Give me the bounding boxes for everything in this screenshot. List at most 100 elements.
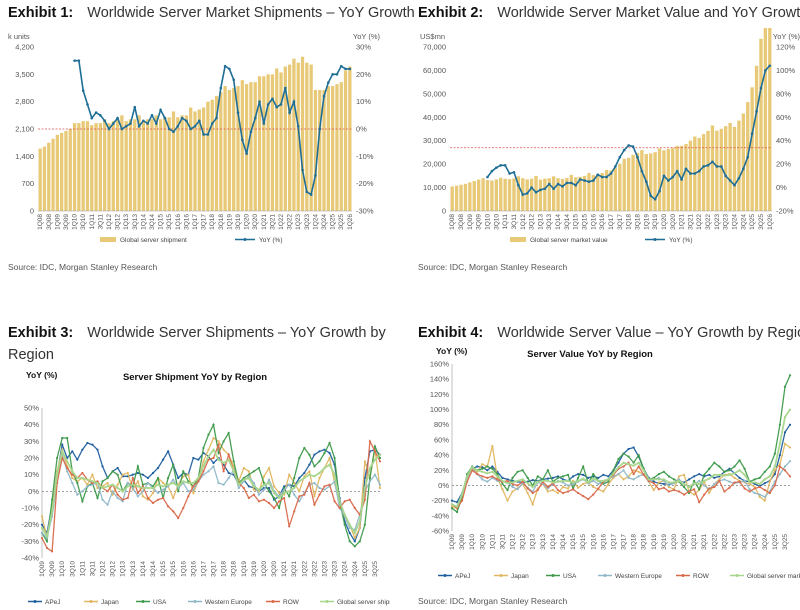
exhibit3-series-point-0 [308, 463, 311, 466]
exhibit3-series-point-4 [252, 493, 255, 496]
exhibit3-series-point-5 [106, 485, 109, 488]
exhibit4-series-point-5 [627, 463, 630, 466]
exhibit2-bar [657, 148, 662, 211]
exhibit1-bar [343, 70, 348, 211]
exhibit4-series-point-4 [582, 494, 585, 498]
exhibit4-series-point-0 [778, 453, 782, 457]
exhibit2-xtick: 1Q14 [555, 214, 562, 230]
exhibit3-series-point-1 [121, 473, 124, 476]
exhibit3-series-point-2 [111, 470, 114, 473]
exhibit1-right-tick: -10% [356, 152, 374, 161]
exhibit3-series-point-4 [197, 480, 200, 483]
exhibit1-xtick: 1Q11 [89, 214, 96, 230]
exhibit4-xtick: 3Q25 [782, 534, 789, 550]
exhibit1-yoy-point [339, 64, 343, 68]
exhibit3-series-point-1 [288, 473, 291, 476]
shipments-chart: k units YoY (%) 0 700 1,400 2,100 2,800 3,500 4,… [8, 32, 380, 244]
exhibit1-xtick: 1Q14 [140, 214, 147, 230]
exhibit3-series-point-4 [192, 485, 195, 488]
exhibit2-yoy-point [706, 164, 710, 167]
exhibit3-series-point-0 [161, 458, 165, 461]
exhibit3-series-point-1 [217, 440, 220, 443]
exhibit1-yoy-point [266, 103, 270, 106]
exhibit3-series-point-3 [71, 481, 74, 485]
exhibit2-bar [649, 153, 653, 211]
exhibit1-yoy-point [150, 114, 154, 117]
exhibit2-legend-line: YoY (%) [669, 237, 693, 244]
exhibit3-series-point-4 [247, 496, 250, 500]
exhibit4-series-point-1 [481, 463, 484, 466]
exhibit4-source: Source: IDC, Morgan Stanley Research [418, 596, 568, 606]
exhibit3-series-point-4 [202, 470, 205, 473]
exhibit4-series-point-4 [672, 488, 676, 492]
exhibit3-series-point-0 [40, 523, 44, 526]
exhibit1-left-tick: 0 [30, 207, 34, 216]
exhibit1-yoy-point [327, 81, 330, 84]
exhibit1-xtick: 1Q08 [37, 214, 44, 230]
exhibit4-y-tick: 60% [434, 435, 449, 444]
exhibit2-bar [450, 186, 454, 211]
exhibit2-yoy-point [675, 169, 679, 173]
exhibit4-series-point-3 [778, 472, 782, 476]
exhibit3-series-point-1 [151, 491, 155, 495]
exhibit1-bar [184, 115, 189, 211]
exhibit4-series-point-0 [773, 472, 776, 476]
exhibit3-y-tick: -40% [21, 554, 39, 563]
exhibit1-bar [318, 89, 322, 211]
exhibit4-series-point-2 [713, 461, 716, 464]
exhibit2-yoy-point [658, 189, 661, 193]
exhibit2-right-tick: 80% [776, 89, 791, 98]
exhibit3-xtick: 3Q13 [130, 561, 137, 577]
exhibit3-series-point-1 [126, 471, 129, 475]
exhibit2-yoy-point [693, 172, 697, 175]
exhibit2-yoy-point [764, 69, 767, 72]
exhibit4-y-tick: 140% [430, 375, 450, 384]
exhibit1-xtick: 1Q18 [209, 214, 216, 230]
exhibit1-yoy-point [219, 86, 223, 90]
exhibit2-bar [631, 154, 635, 211]
exhibit4-series-point-4 [743, 487, 746, 490]
exhibit2-yoy-point [702, 165, 705, 168]
exhibit1-yoy-point [348, 67, 352, 71]
exhibit4-series-point-2 [632, 461, 635, 464]
exhibit4-series-point-2 [743, 467, 746, 470]
exhibit3-series-point-4 [333, 500, 336, 503]
exhibit4-series-point-0 [597, 476, 600, 479]
exhibit4-series-point-5 [511, 481, 514, 484]
exhibit3-series-point-3 [146, 481, 150, 485]
exhibit2-bar [490, 180, 494, 211]
exhibit2-xtick: 3Q08 [458, 214, 465, 230]
exhibit1-yoy-point [167, 127, 171, 131]
exhibit3-series-point-5 [217, 458, 220, 461]
exhibit4-inner-title: Server Value YoY by Region [527, 349, 653, 360]
exhibit3-series-point-5 [71, 470, 74, 473]
exhibit2-xtick: 3Q19 [652, 214, 659, 230]
exhibit4-series-point-2 [536, 475, 539, 478]
exhibit3-series-point-5 [86, 478, 89, 481]
exhibit3-series-point-4 [343, 500, 346, 503]
exhibit3-xtick: 3Q24 [352, 561, 359, 577]
exhibit4-series-point-3 [637, 475, 640, 478]
exhibit4-series-point-1 [652, 488, 655, 492]
exhibit1-yoy-point [111, 122, 115, 125]
exhibit4-series-point-5 [481, 470, 484, 473]
exhibit4-series-point-4 [496, 478, 499, 481]
exhibit3-series-point-1 [71, 476, 74, 480]
exhibit2-xtick: 1Q12 [520, 214, 527, 230]
exhibit4-series-point-0 [481, 466, 484, 469]
exhibit1-bar [240, 80, 244, 211]
exhibit3-series-point-3 [161, 488, 165, 491]
exhibit3-series-point-3 [252, 481, 255, 485]
exhibit3-legend-label-5: Global server shipment [337, 599, 390, 606]
exhibit1-bar [189, 107, 193, 211]
exhibit4-series-point-2 [546, 469, 549, 472]
exhibit2-xtick: 1Q13 [537, 214, 544, 230]
exhibit4-series-point-1 [773, 469, 776, 472]
exhibit3-series-point-4 [227, 453, 230, 456]
exhibit1-yoy-point [275, 105, 279, 109]
exhibit4-series-point-0 [582, 473, 585, 476]
exhibit4-xtick: 1Q09 [449, 534, 456, 550]
exhibit4-series-point-3 [597, 482, 600, 486]
exhibit4-title: Exhibit 4: Worldwide Server Value – YoY G… [418, 322, 800, 344]
exhibit4-series-point-5 [622, 461, 625, 464]
